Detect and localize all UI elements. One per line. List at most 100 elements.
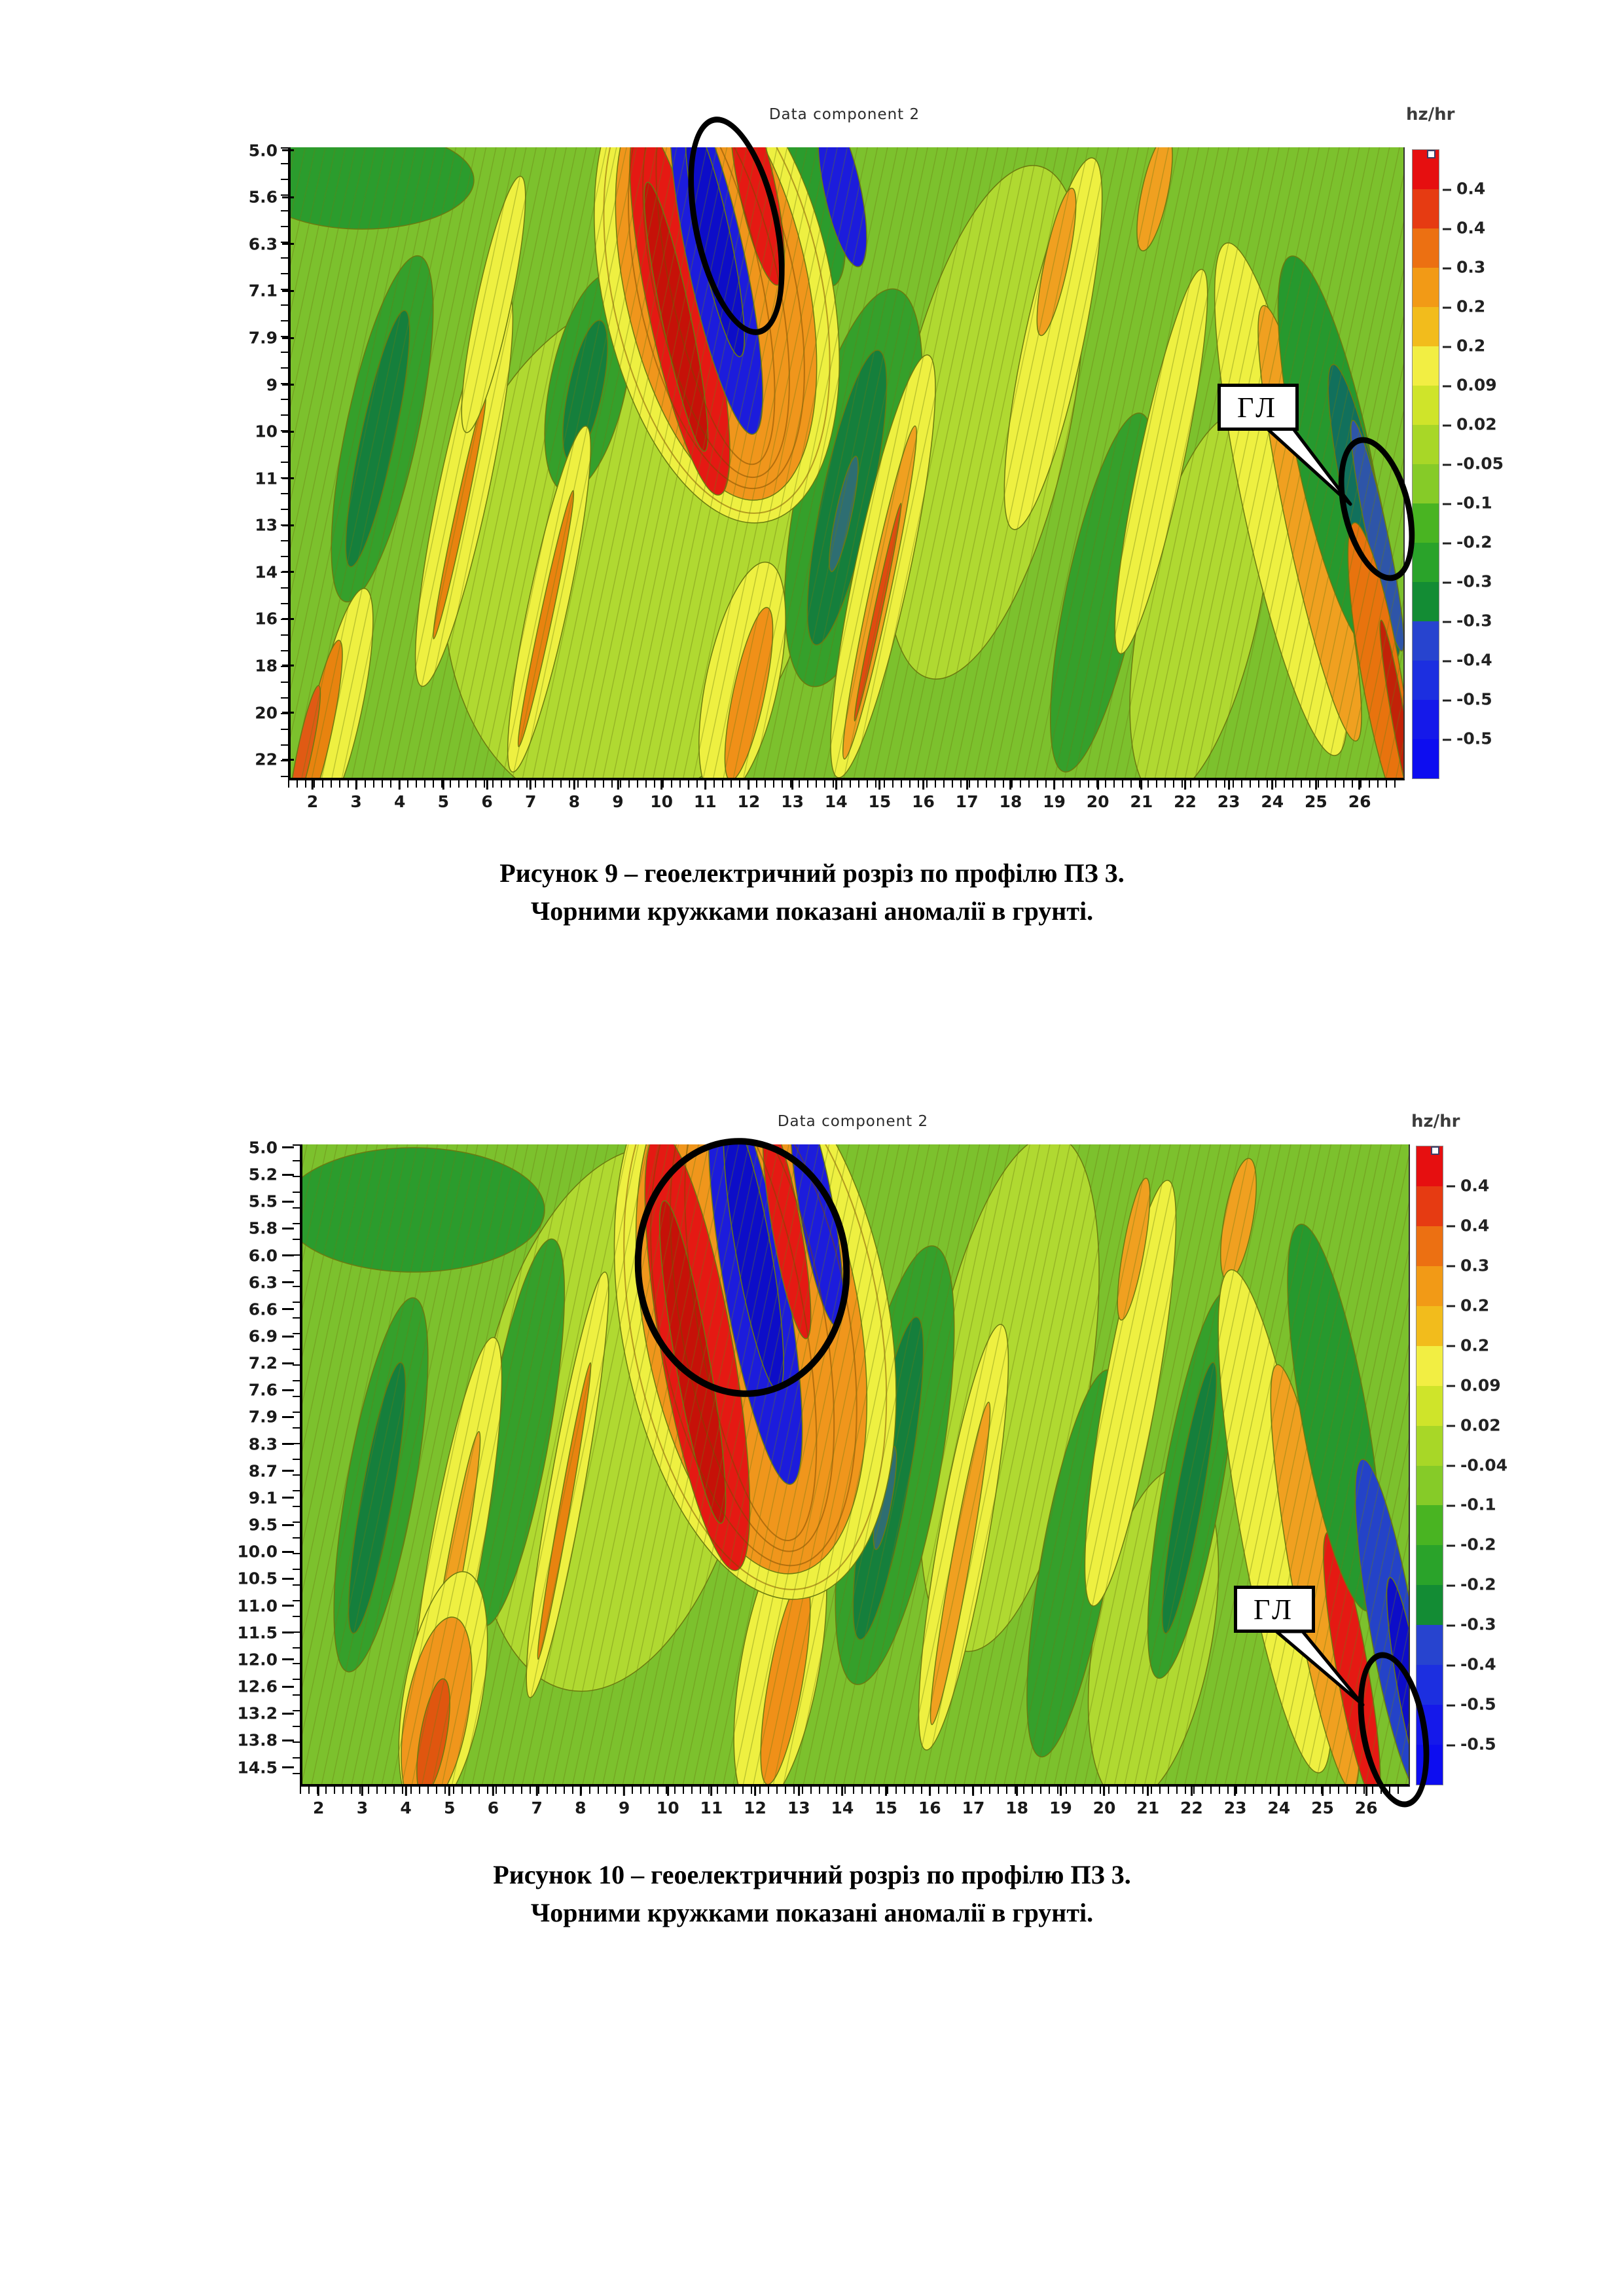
y-axis-tick-label: 14.5	[237, 1758, 278, 1777]
figure10-x-minor-ticks	[300, 1787, 1406, 1794]
figure10-caption-line1: Рисунок 10 – геоелектричний розріз по пр…	[493, 1860, 1131, 1889]
y-axis-tick-label: 13.8	[237, 1730, 278, 1750]
colorbar-segment	[1416, 1425, 1443, 1466]
colorbar-tick-label: 0.3	[1447, 1256, 1489, 1275]
colorbar-segment	[1413, 543, 1439, 582]
colorbar-segment	[1416, 1585, 1443, 1626]
y-axis-tick-label: 11.0	[237, 1596, 278, 1616]
y-axis-tick-label: 7.9	[248, 328, 278, 348]
x-axis-tick-label: 13	[787, 1798, 810, 1817]
x-axis-tick-label: 14	[824, 792, 848, 811]
x-axis-tick-label: 19	[1043, 792, 1066, 811]
colorbar-tick-label: 0.02	[1443, 415, 1497, 434]
colorbar-segment	[1416, 1545, 1443, 1586]
x-axis-tick-label: 20	[1092, 1798, 1116, 1817]
x-axis-tick-label: 2	[313, 1798, 325, 1817]
figure9-plot-area	[288, 147, 1405, 780]
colorbar-handle	[1431, 1146, 1439, 1155]
y-axis-tick-label: 22	[255, 750, 278, 769]
x-axis-tick-label: 7	[531, 1798, 543, 1817]
colorbar-tick-label: 0.2	[1443, 337, 1485, 355]
colorbar-tick-label: -0.2	[1443, 533, 1492, 552]
colorbar-tick-label: -0.4	[1443, 651, 1492, 670]
colorbar-tick-label: -0.04	[1447, 1455, 1507, 1474]
colorbar-tick-label: -0.3	[1447, 1615, 1496, 1634]
x-axis-tick-label: 4	[394, 792, 406, 811]
colorbar-segment	[1413, 700, 1439, 739]
x-axis-tick-label: 14	[831, 1798, 854, 1817]
colorbar-segment	[1413, 307, 1439, 346]
y-axis-tick-label: 6.3	[248, 234, 278, 254]
colorbar-tick-label: -0.2	[1447, 1535, 1496, 1554]
y-axis-tick-label: 11	[255, 469, 278, 488]
x-axis-tick-label: 8	[568, 792, 581, 811]
y-axis-tick-label: 10.5	[237, 1569, 278, 1588]
x-axis-tick-label: 5	[444, 1798, 456, 1817]
y-axis-tick-label: 18	[255, 656, 278, 676]
figure10-colorbar-ticks: 0.4 0.4 0.3 0.2 0.2 0.09 0.02 -0.04 -0.1 -0.2 -0.2…	[1447, 1146, 1532, 1784]
figure10-colorbar	[1416, 1146, 1443, 1785]
x-axis-tick-label: 8	[575, 1798, 586, 1817]
figure9-caption-line1: Рисунок 9 – геоелектричний розріз по про…	[499, 858, 1125, 888]
colorbar-tick-label: -0.1	[1443, 494, 1492, 513]
contour-plot-figure10	[302, 1144, 1409, 1784]
colorbar-segment	[1416, 1305, 1443, 1346]
figure10-colorbar-title: hz/hr	[1411, 1112, 1460, 1131]
x-axis-tick-label: 17	[955, 792, 979, 811]
y-axis-tick-label: 10.0	[237, 1542, 278, 1561]
x-axis-tick-label: 12	[737, 792, 761, 811]
colorbar-tick-label: 0.02	[1447, 1415, 1501, 1434]
y-axis-tick-label: 13	[255, 515, 278, 535]
x-axis-tick-label: 26	[1348, 792, 1371, 811]
colorbar-tick-label: 0.4	[1443, 219, 1485, 238]
x-axis-tick-label: 2	[306, 792, 319, 811]
colorbar-segment	[1413, 425, 1439, 464]
y-axis-tick-label: 6.6	[248, 1300, 278, 1319]
x-axis-tick-label: 9	[618, 1798, 630, 1817]
x-axis-tick-label: 10	[650, 792, 674, 811]
figure9-x-minor-ticks	[288, 780, 1401, 788]
x-axis-tick-label: 20	[1086, 792, 1110, 811]
x-axis-tick-label: 3	[350, 792, 362, 811]
y-axis-tick-label: 7.6	[248, 1380, 278, 1400]
colorbar-segment	[1413, 582, 1439, 621]
colorbar-tick-label: 0.2	[1447, 1296, 1489, 1315]
colorbar-segment	[1416, 1226, 1443, 1266]
colorbar-tick-label: -0.5	[1443, 690, 1492, 709]
x-axis-tick-label: 11	[693, 792, 717, 811]
colorbar-segment	[1413, 621, 1439, 661]
colorbar-segment	[1416, 1745, 1443, 1785]
x-axis-tick-label: 17	[962, 1798, 985, 1817]
colorbar-segment	[1413, 739, 1439, 778]
x-axis-tick-label: 24	[1267, 1798, 1291, 1817]
x-axis-tick-label: 23	[1223, 1798, 1247, 1817]
colorbar-segment	[1413, 346, 1439, 386]
x-axis-tick-label: 18	[1005, 1798, 1029, 1817]
x-axis-tick-label: 22	[1174, 792, 1197, 811]
x-axis-tick-label: 13	[781, 792, 804, 811]
x-axis-tick-label: 23	[1217, 792, 1240, 811]
colorbar-segment	[1413, 228, 1439, 268]
colorbar-tick-label: -0.3	[1443, 611, 1492, 630]
x-axis-tick-label: 15	[868, 792, 892, 811]
figure9-y-minor-ticks	[281, 147, 289, 778]
colorbar-segment	[1416, 1186, 1443, 1226]
figure10-title: Data component 2	[777, 1113, 929, 1130]
y-axis-tick-label: 7.2	[248, 1353, 278, 1373]
x-axis-tick-label: 16	[912, 792, 935, 811]
y-axis-tick-label: 6.0	[248, 1246, 278, 1266]
y-axis-tick-label: 10	[255, 422, 278, 441]
colorbar-tick-label: -0.5	[1447, 1735, 1496, 1754]
y-axis-tick-label: 9.1	[248, 1488, 278, 1508]
y-axis-tick-label: 5.0	[248, 141, 278, 160]
colorbar-segment	[1413, 503, 1439, 543]
figure9-colorbar-ticks: 0.4 0.4 0.3 0.2 0.2 0.09 0.02 -0.05 -0.1 -0.2 -0.3…	[1443, 149, 1528, 778]
colorbar-segment	[1413, 386, 1439, 425]
x-axis-tick-label: 6	[481, 792, 493, 811]
y-axis-tick-label: 14	[255, 562, 278, 582]
y-axis-tick-label: 20	[255, 703, 278, 722]
y-axis-tick-label: 5.2	[248, 1165, 278, 1184]
figure9-title: Data component 2	[768, 106, 920, 123]
x-axis-tick-label: 19	[1049, 1798, 1072, 1817]
